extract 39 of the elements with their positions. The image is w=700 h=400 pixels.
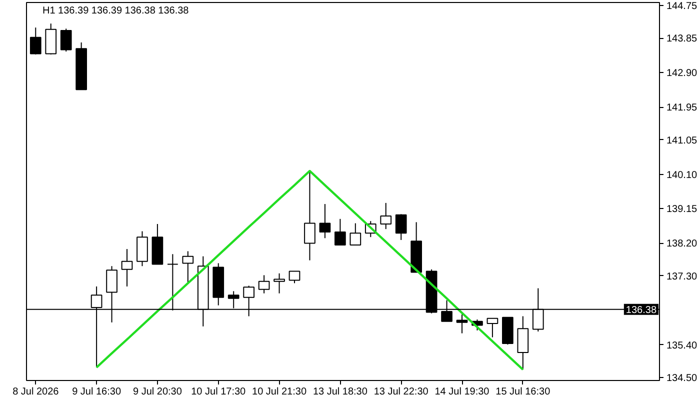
y-tick-label: 135.40 <box>666 340 698 352</box>
x-tick-label: 14 Jul 19:30 <box>434 386 490 398</box>
y-tick-label: 142.90 <box>666 68 698 80</box>
candlestick <box>486 318 498 338</box>
x-tick-label: 8 Jul 2026 <box>12 386 60 398</box>
line-series <box>95 170 524 371</box>
candlestick <box>182 250 194 283</box>
x-tick-label: 15 Jul 16:30 <box>496 386 551 398</box>
candlestick <box>395 214 407 240</box>
candlestick <box>334 218 346 246</box>
candlestick <box>319 204 331 239</box>
candlestick <box>380 202 392 230</box>
y-tick-label: 140.10 <box>666 170 698 181</box>
candlestick <box>456 314 468 334</box>
x-tick-label: 13 Jul 22:30 <box>374 386 429 398</box>
x-tick-label: 10 Jul 21:30 <box>252 386 307 398</box>
chart-title: H1 136.39 136.39 136.38 136.38 <box>42 6 190 16</box>
candlestick <box>350 222 362 246</box>
y-tick-label: 141.05 <box>666 135 698 146</box>
y-tick-label: 138.20 <box>666 238 698 250</box>
candlestick <box>517 316 529 370</box>
y-tick-label: 139.15 <box>666 204 698 216</box>
x-tick-label: 13 Jul 18:30 <box>312 386 368 398</box>
candlestick <box>258 274 270 294</box>
candlestick <box>288 270 300 284</box>
x-tick-label: 10 Jul 17:30 <box>191 386 246 398</box>
candlestick <box>274 272 285 294</box>
y-tick-label: 143.85 <box>666 34 698 45</box>
candlestick <box>121 248 133 287</box>
candlestick <box>304 170 316 261</box>
y-tick-label: 144.75 <box>666 0 698 12</box>
candlestick <box>30 27 42 55</box>
candlestick <box>60 28 72 52</box>
x-tick-label: 9 Jul 20:30 <box>132 386 182 398</box>
x-tick-label: 9 Jul 16:30 <box>72 386 122 398</box>
y-tick-label: 134.50 <box>666 373 698 384</box>
y-tick-label: 141.95 <box>666 102 698 114</box>
y-tick-label: 137.30 <box>666 271 698 282</box>
ref-line-label: 136.38 <box>626 304 657 316</box>
